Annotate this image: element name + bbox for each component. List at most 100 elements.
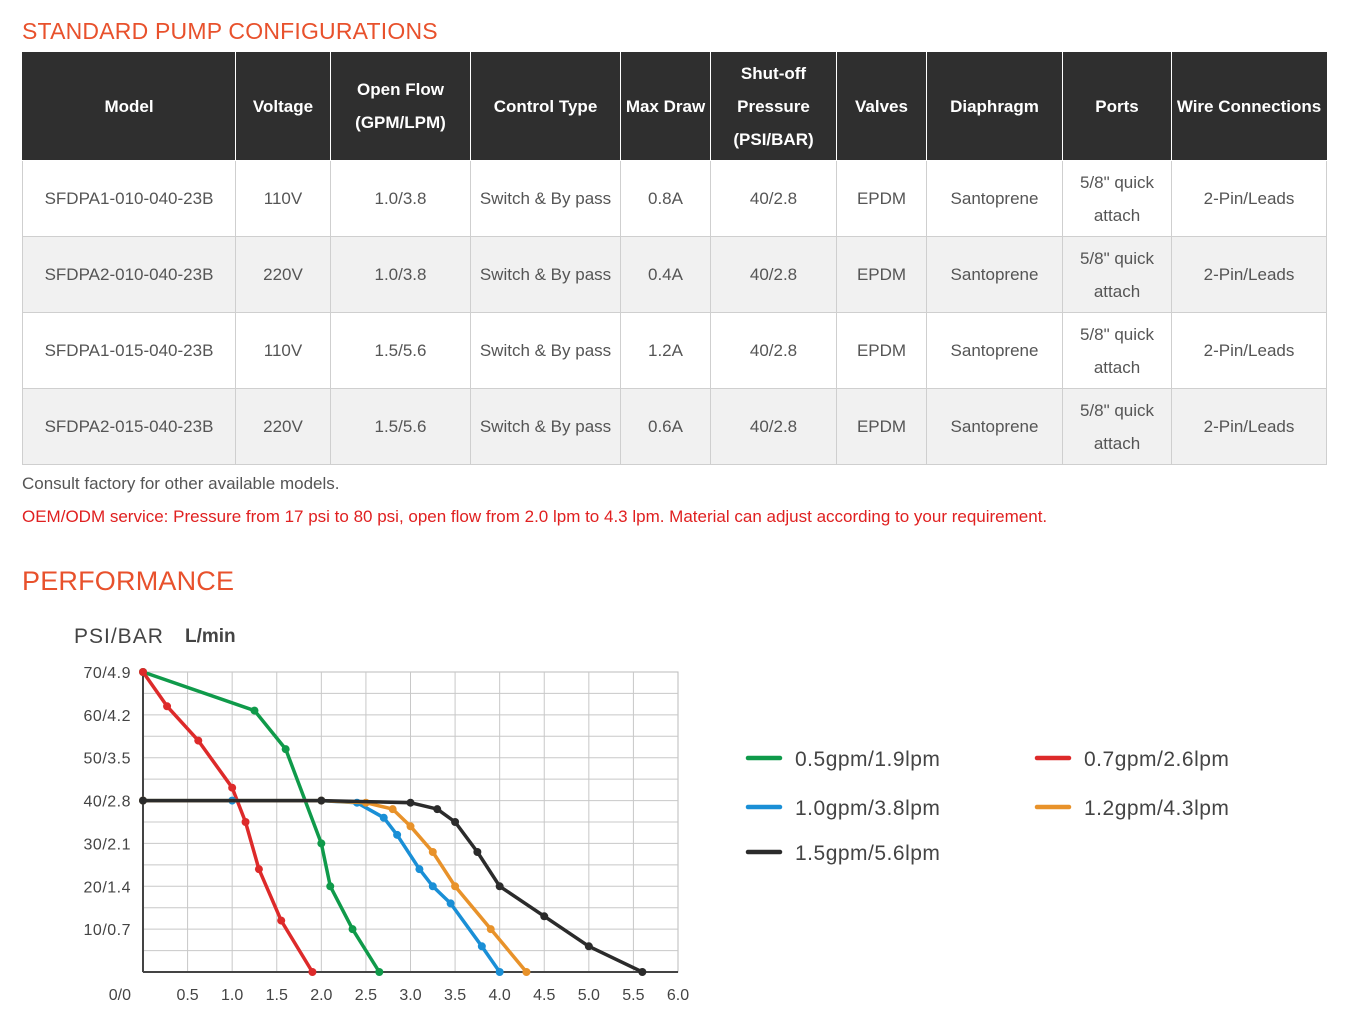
- data-point: [281, 745, 290, 754]
- cell-open-flow: 1.0/3.8: [330, 236, 471, 313]
- data-point: [254, 865, 263, 874]
- data-point: [540, 912, 549, 921]
- cell-model: SFDPA2-010-040-23B: [22, 236, 236, 313]
- data-point: [495, 968, 504, 976]
- cell-ports: 5/8" quick attach: [1062, 236, 1172, 313]
- header-control-type: Control Type: [470, 52, 621, 161]
- header-model: Model: [22, 52, 236, 161]
- y-tick-label: 60/4.2: [84, 708, 131, 725]
- data-point: [428, 848, 437, 856]
- cell-max-draw: 0.8A: [620, 160, 711, 237]
- y-axis-label: PSI/BAR: [74, 625, 164, 648]
- oem-note: OEM/ODM service: Pressure from 17 psi to…: [22, 507, 1048, 526]
- data-point: [522, 968, 531, 976]
- cell-control-type: Switch & By pass: [470, 236, 621, 313]
- header-diaphragm: Diaphragm: [926, 52, 1063, 161]
- header-shutoff-pressure: Shut-off Pressure (PSI/BAR): [710, 52, 837, 161]
- x-tick-label: 3.5: [444, 987, 466, 1004]
- cell-valves: EPDM: [836, 160, 927, 237]
- cell-valves: EPDM: [836, 236, 927, 313]
- data-point: [250, 706, 259, 715]
- cell-shutoff-pressure: 40/2.8: [710, 160, 837, 237]
- x-tick-label: 4.0: [489, 987, 511, 1004]
- data-point: [277, 916, 286, 925]
- data-point: [415, 865, 424, 874]
- data-point: [139, 668, 147, 676]
- data-point: [388, 805, 397, 814]
- cell-diaphragm: Santoprene: [926, 236, 1063, 313]
- cell-max-draw: 1.2A: [620, 312, 711, 389]
- cell-ports: 5/8" quick attach: [1062, 388, 1172, 465]
- legend-label: 1.0gpm/3.8lpm: [795, 797, 940, 820]
- table-row: SFDPA2-010-040-23B 220V 1.0/3.8 Switch &…: [22, 236, 1327, 313]
- y-tick-label: 10/0.7: [84, 922, 131, 939]
- data-point: [379, 813, 388, 822]
- x-tick-label: 3.0: [399, 987, 421, 1004]
- cell-open-flow: 1.5/5.6: [330, 312, 471, 389]
- cell-control-type: Switch & By pass: [470, 160, 621, 237]
- cell-wire-connections: 2-Pin/Leads: [1171, 160, 1327, 237]
- cell-control-type: Switch & By pass: [470, 312, 621, 389]
- performance-chart: PSI/BAR L/min 70/4.9 60/4.2 50/3.5 40/2.8 30/2…: [74, 625, 1229, 1004]
- cell-ports: 5/8" quick attach: [1062, 312, 1172, 389]
- cell-shutoff-pressure: 40/2.8: [710, 388, 837, 465]
- data-point: [393, 830, 402, 839]
- header-valves: Valves: [836, 52, 927, 161]
- header-voltage: Voltage: [235, 52, 331, 161]
- y-tick-label: 50/3.5: [84, 751, 131, 768]
- series-line: [141, 798, 645, 974]
- header-ports: Ports: [1062, 52, 1172, 161]
- cell-model: SFDPA1-015-040-23B: [22, 312, 236, 389]
- table-header-row: Model Voltage Open Flow (GPM/LPM) Contro…: [22, 52, 1327, 161]
- cell-max-draw: 0.6A: [620, 388, 711, 465]
- cell-control-type: Switch & By pass: [470, 388, 621, 465]
- data-point: [406, 798, 415, 807]
- cell-diaphragm: Santoprene: [926, 312, 1063, 389]
- cell-max-draw: 0.4A: [620, 236, 711, 313]
- data-point: [428, 882, 437, 891]
- x-tick-label: 5.5: [622, 987, 644, 1004]
- data-point: [451, 882, 460, 891]
- data-point: [163, 702, 172, 711]
- cell-diaphragm: Santoprene: [926, 388, 1063, 465]
- data-point: [228, 783, 237, 792]
- y-tick-label: 40/2.8: [84, 794, 131, 811]
- legend-label: 1.2gpm/4.3lpm: [1084, 797, 1229, 820]
- data-point: [139, 796, 147, 805]
- data-point: [375, 968, 384, 976]
- cell-model: SFDPA2-015-040-23B: [22, 388, 236, 465]
- cell-wire-connections: 2-Pin/Leads: [1171, 388, 1327, 465]
- data-point: [473, 848, 482, 856]
- cell-wire-connections: 2-Pin/Leads: [1171, 236, 1327, 313]
- data-point: [406, 822, 415, 831]
- x-tick-label: 2.0: [310, 987, 332, 1004]
- cell-shutoff-pressure: 40/2.8: [710, 312, 837, 389]
- cell-model: SFDPA1-010-040-23B: [22, 160, 236, 237]
- data-point: [584, 942, 593, 951]
- x-tick-label: 1.5: [266, 987, 288, 1004]
- data-point: [326, 882, 335, 891]
- consult-note: Consult factory for other available mode…: [22, 474, 340, 493]
- performance-section-title: PERFORMANCE: [22, 566, 235, 596]
- data-point: [451, 818, 460, 826]
- cell-voltage: 220V: [235, 236, 331, 313]
- table-row: SFDPA1-010-040-23B 110V 1.0/3.8 Switch &…: [22, 160, 1327, 237]
- cell-open-flow: 1.5/5.6: [330, 388, 471, 465]
- cell-voltage: 220V: [235, 388, 331, 465]
- table-row: SFDPA1-015-040-23B 110V 1.5/5.6 Switch &…: [22, 312, 1327, 389]
- data-point: [241, 818, 250, 826]
- data-point: [446, 899, 455, 908]
- data-point: [348, 925, 357, 934]
- x-tick-label: 4.5: [533, 987, 555, 1004]
- cell-open-flow: 1.0/3.8: [330, 160, 471, 237]
- data-point: [317, 796, 326, 805]
- x-tick-label: 0.5: [176, 987, 198, 1004]
- y-tick-label: 20/1.4: [84, 879, 131, 896]
- data-point: [433, 805, 442, 814]
- data-point: [477, 942, 486, 951]
- table-row: SFDPA2-015-040-23B 220V 1.5/5.6 Switch &…: [22, 388, 1327, 465]
- cell-wire-connections: 2-Pin/Leads: [1171, 312, 1327, 389]
- x-tick-label: 6.0: [667, 987, 689, 1004]
- header-open-flow: Open Flow (GPM/LPM): [330, 52, 471, 161]
- data-point: [638, 968, 647, 976]
